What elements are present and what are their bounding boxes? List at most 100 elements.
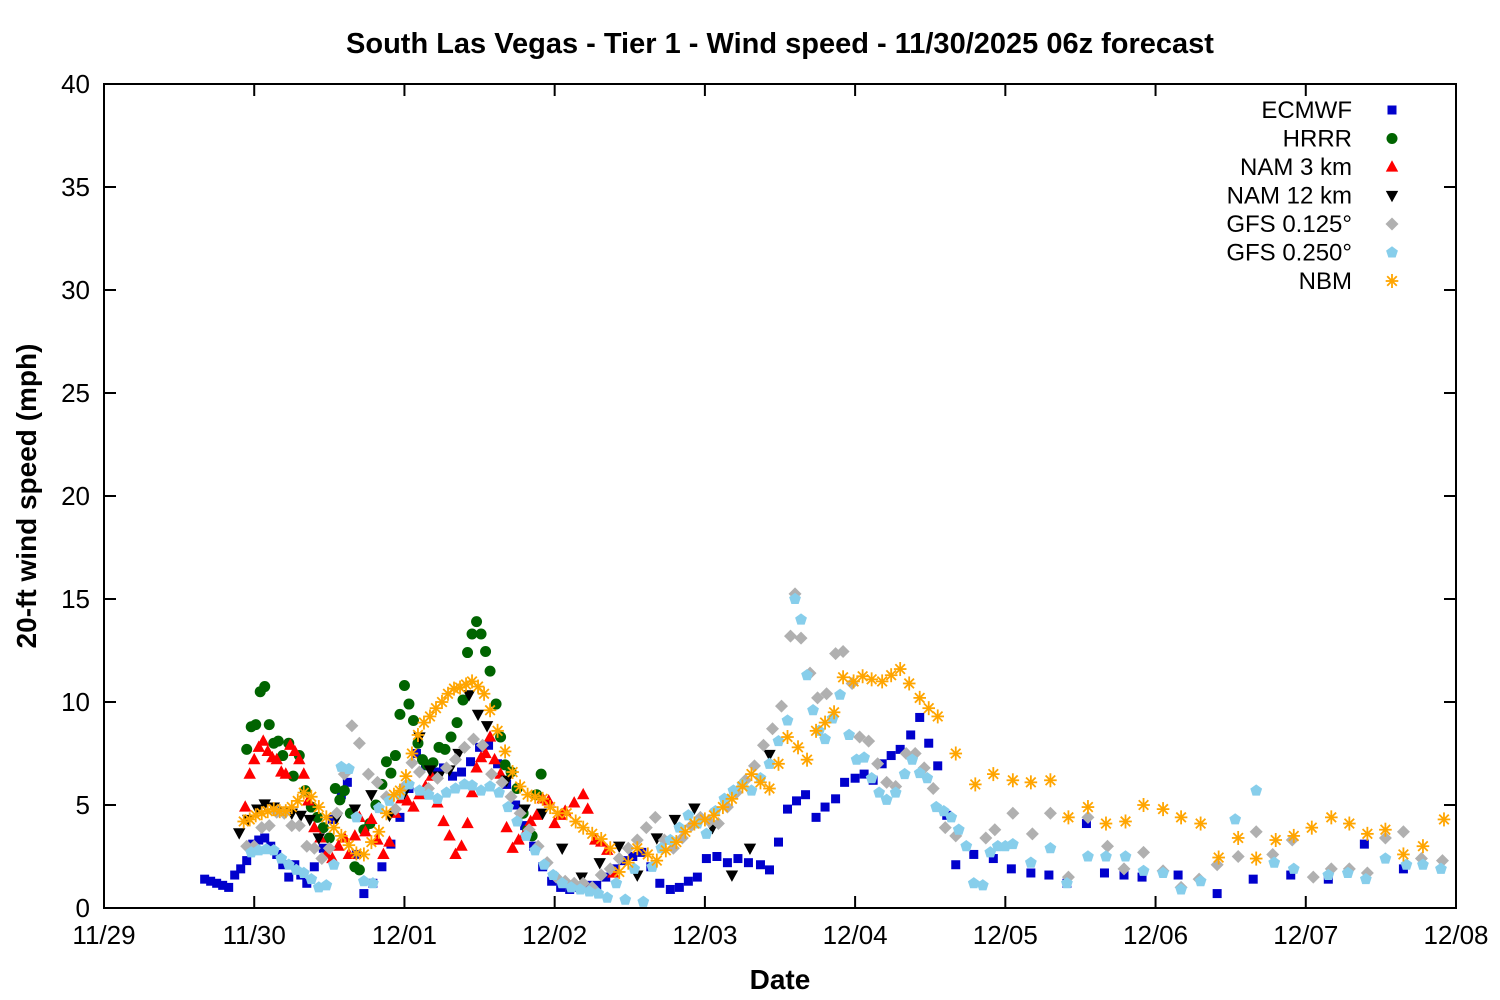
data-point-marker: [266, 841, 276, 851]
data-point-marker: [255, 806, 269, 821]
data-point-marker: [443, 829, 456, 841]
legend-entry-label: NAM 12 km: [1227, 183, 1352, 210]
data-point-marker: [320, 810, 333, 825]
data-point-marker: [827, 705, 841, 720]
data-point-marker: [380, 756, 392, 768]
data-point-marker: [736, 779, 749, 794]
data-point-marker: [1286, 870, 1296, 880]
data-point-marker: [856, 669, 869, 684]
data-point-marker: [765, 722, 779, 736]
data-point-marker: [933, 761, 943, 771]
data-point-marker: [451, 717, 463, 729]
data-point-marker: [435, 695, 449, 709]
data-point-marker: [621, 855, 635, 870]
data-point-marker: [350, 811, 363, 823]
data-point-marker: [230, 870, 240, 880]
data-point-marker: [1082, 850, 1094, 862]
data-point-marker: [538, 858, 551, 870]
data-point-marker: [1194, 816, 1207, 831]
data-point-marker: [334, 794, 346, 806]
data-point-marker: [1006, 773, 1020, 788]
data-point-marker: [951, 860, 961, 870]
data-point-marker: [969, 849, 979, 859]
data-point-marker: [1305, 820, 1319, 835]
data-point-marker: [449, 782, 462, 794]
data-point-marker: [688, 816, 701, 831]
data-point-marker: [893, 662, 907, 677]
x-tick-label: 12/08: [1423, 920, 1488, 950]
data-point-marker: [792, 796, 802, 806]
data-point-marker: [745, 767, 758, 782]
data-point-marker: [233, 828, 246, 840]
y-tick-label: 20: [61, 481, 90, 511]
x-tick-label: 12/06: [1123, 920, 1188, 950]
series-nbm: [237, 662, 1451, 879]
data-point-marker: [789, 592, 801, 605]
data-point-marker: [1026, 868, 1036, 878]
legend-marker-square-icon: [1387, 105, 1397, 115]
data-point-marker: [674, 882, 684, 892]
data-point-marker: [440, 761, 454, 775]
data-point-marker: [530, 808, 543, 820]
data-point-marker: [862, 734, 876, 748]
data-point-marker: [200, 874, 210, 884]
legend-marker-circle-icon: [1386, 133, 1398, 144]
data-point-marker: [323, 832, 335, 844]
data-point-marker: [826, 712, 839, 724]
data-point-marker: [309, 862, 319, 872]
data-point-marker: [307, 841, 321, 855]
data-point-marker: [327, 814, 337, 824]
data-point-marker: [285, 819, 299, 833]
data-point-marker: [260, 833, 270, 843]
data-point-marker: [783, 804, 793, 814]
data-point-marker: [668, 814, 682, 827]
data-point-marker: [437, 814, 450, 827]
data-point-marker: [398, 680, 410, 692]
data-point-marker: [430, 771, 444, 785]
data-point-marker: [960, 840, 973, 852]
data-point-marker: [630, 833, 644, 847]
data-point-marker: [411, 727, 425, 742]
data-point-marker: [763, 749, 776, 762]
legend-entry-nam-12-km: NAM 12 km: [1227, 183, 1399, 210]
data-point-marker: [1341, 866, 1354, 878]
x-tick-label: 12/03: [672, 920, 737, 950]
x-tick-label: 12/07: [1273, 920, 1338, 950]
data-point-marker: [1361, 826, 1374, 841]
data-point-marker: [659, 843, 673, 858]
data-point-marker: [493, 786, 505, 798]
data-point-marker: [467, 732, 481, 746]
data-point-marker: [1099, 816, 1113, 831]
data-point-marker: [500, 820, 513, 833]
data-point-marker: [293, 752, 306, 765]
legend-marker-triangle-down-icon: [1385, 190, 1399, 203]
data-point-marker: [1156, 802, 1170, 817]
data-point-marker: [850, 773, 860, 783]
data-point-marker: [1044, 773, 1057, 788]
data-point-marker: [466, 779, 478, 791]
data-point-marker: [1137, 872, 1147, 882]
data-point-marker: [367, 877, 379, 889]
data-point-marker: [511, 815, 524, 827]
data-point-marker: [583, 885, 596, 897]
data-point-marker: [743, 858, 753, 868]
data-point-marker: [902, 676, 916, 691]
data-point-marker: [348, 804, 362, 816]
data-point-marker: [342, 847, 356, 860]
data-point-marker: [1006, 837, 1019, 850]
data-point-marker: [756, 738, 770, 752]
data-point-marker: [560, 806, 573, 821]
data-point-marker: [278, 860, 288, 870]
data-point-marker: [613, 841, 626, 853]
data-point-marker: [601, 891, 614, 903]
data-point-marker: [308, 820, 321, 833]
legend-entry-nbm: NBM: [1299, 268, 1399, 295]
data-point-marker: [284, 872, 294, 882]
data-point-marker: [455, 839, 468, 851]
x-tick-label: 12/05: [973, 920, 1038, 950]
data-point-marker: [465, 785, 479, 798]
data-point-marker: [679, 824, 692, 839]
data-point-marker: [543, 800, 557, 815]
data-point-marker: [272, 735, 284, 747]
